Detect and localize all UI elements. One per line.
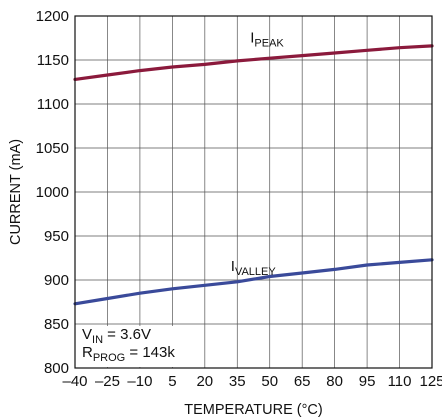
series-layer: [73, 44, 434, 306]
ivalley-main: I: [231, 258, 235, 275]
y-tick-label: 900: [44, 272, 69, 289]
x-tick-label: 110: [388, 373, 412, 390]
rprog-main: R: [82, 344, 93, 361]
series-line-ivalley: [73, 258, 434, 306]
x-tick-label: –40: [62, 373, 87, 390]
plot-frame: [74, 15, 433, 369]
x-tick-labels: –40 –25 –10 5 20 35 50 65 80 95 110 125: [62, 373, 442, 390]
rprog-value: = 143k: [125, 344, 175, 361]
series-label-ipeak: IPEAK: [250, 29, 284, 49]
y-tick-label: 1200: [36, 8, 69, 25]
vin-value: = 3.6V: [103, 326, 151, 343]
x-tick-label: 50: [261, 373, 278, 390]
y-tick-label: 950: [44, 228, 69, 245]
ivalley-sub: VALLEY: [235, 266, 276, 278]
vin-sub: IN: [92, 334, 103, 346]
conditions-box: [76, 326, 204, 367]
series-label-ivalley: IVALLEY: [231, 258, 277, 278]
x-tick-label: 5: [168, 373, 176, 390]
x-tick-label: 35: [229, 373, 246, 390]
x-axis-title: TEMPERATURE (°C): [184, 402, 322, 418]
x-tick-label: –10: [127, 373, 152, 390]
ipeak-sub: PEAK: [254, 37, 284, 49]
y-tick-label: 1050: [36, 140, 69, 157]
y-tick-labels: 800 850 900 950 1000 1050 1100 1150 1200: [36, 8, 69, 377]
y-tick-label: 800: [44, 360, 69, 377]
y-tick-label: 1150: [37, 52, 69, 69]
x-tick-label: 20: [196, 373, 213, 390]
x-tick-label: 95: [359, 373, 376, 390]
x-tick-label: 65: [294, 373, 311, 390]
annotation-rprog: RPROG = 143k: [82, 344, 175, 364]
grid: [75, 16, 432, 368]
x-tick-label: 80: [326, 373, 343, 390]
y-tick-label: 1000: [36, 184, 69, 201]
annotation-vin: VIN = 3.6V: [82, 326, 151, 346]
y-tick-label: 1100: [37, 96, 69, 113]
vin-main: V: [82, 326, 92, 343]
series-line-ipeak: [73, 44, 434, 82]
y-axis-title: CURRENT (mA): [8, 139, 24, 245]
rprog-sub: PROG: [93, 352, 125, 364]
x-tick-label: 125: [419, 373, 442, 390]
ipeak-main: I: [250, 29, 254, 46]
x-tick-label: –25: [95, 373, 120, 390]
y-tick-label: 850: [44, 316, 69, 333]
